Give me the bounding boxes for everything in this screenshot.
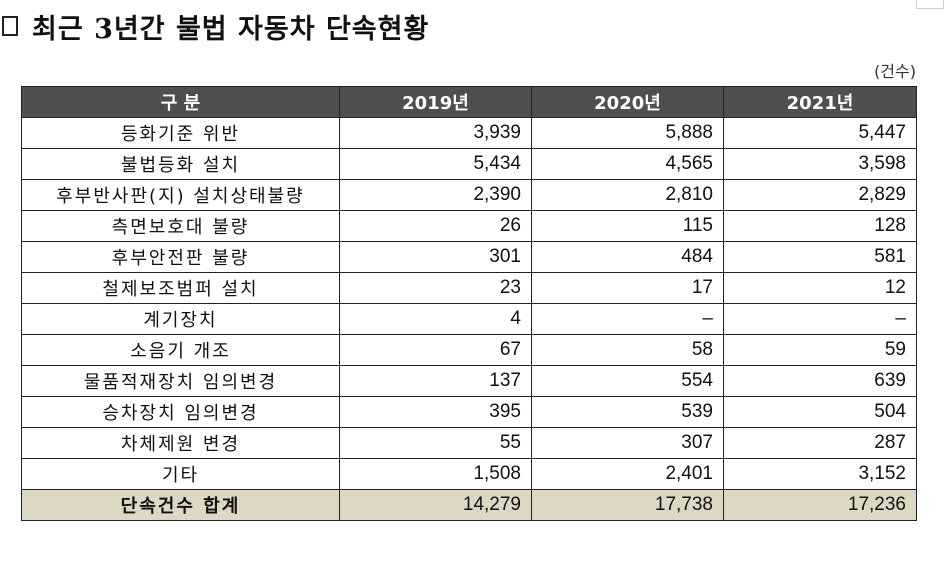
row-2020-cell: 554 bbox=[531, 365, 724, 397]
checkbox-icon bbox=[2, 16, 18, 36]
table-row: 소음기 개조 67 58 59 bbox=[21, 334, 917, 366]
row-2021-cell: – bbox=[723, 303, 917, 335]
table-header: 구 분 2019년 2020년 2021년 bbox=[21, 86, 917, 118]
row-2021-cell: 12 bbox=[723, 272, 917, 304]
row-category-cell: 차체제원 변경 bbox=[21, 427, 340, 459]
row-category-cell: 소음기 개조 bbox=[21, 334, 340, 366]
row-2020-cell: 2,810 bbox=[531, 179, 724, 211]
row-2020-cell: 2,401 bbox=[531, 458, 724, 490]
row-category-cell: 기타 bbox=[21, 458, 340, 490]
page-title: 최근 3년간 불법 자동차 단속현황 bbox=[32, 13, 430, 45]
title-row: 최근 3년간 불법 자동차 단속현황 bbox=[0, 6, 429, 46]
row-2019-cell: 137 bbox=[339, 365, 532, 397]
header-2021: 2021년 bbox=[723, 86, 917, 118]
row-category-cell: 물품적재장치 임의변경 bbox=[21, 365, 340, 397]
table-row: 등화기준 위반 3,939 5,888 5,447 bbox=[21, 117, 917, 149]
table-row: 불법등화 설치 5,434 4,565 3,598 bbox=[21, 148, 917, 180]
row-2021-cell: 128 bbox=[723, 210, 917, 242]
row-category-cell: 철제보조범퍼 설치 bbox=[21, 272, 340, 304]
table-row: 계기장치 4– – bbox=[21, 303, 917, 335]
row-2019-cell: 2,390 bbox=[339, 179, 532, 211]
row-2020-cell: 539 bbox=[531, 396, 724, 428]
total-category-cell: 단속건수 합계 bbox=[21, 489, 340, 521]
row-2021-cell: 287 bbox=[723, 427, 917, 459]
row-2019-cell: 55 bbox=[339, 427, 532, 459]
row-2020-cell: – bbox=[531, 303, 724, 335]
row-2020-cell: 484 bbox=[531, 241, 724, 273]
row-category-cell: 승차장치 임의변경 bbox=[21, 396, 340, 428]
row-2021-cell: 59 bbox=[723, 334, 917, 366]
table-row: 후부안전판 불량 301 484 581 bbox=[21, 241, 917, 273]
row-2021-cell: 504 bbox=[723, 396, 917, 428]
row-2021-cell: 3,152 bbox=[723, 458, 917, 490]
row-2019-cell: 395 bbox=[339, 396, 532, 428]
row-2019-cell: 1,508 bbox=[339, 458, 532, 490]
row-2019-cell: 23 bbox=[339, 272, 532, 304]
table-row: 철제보조범퍼 설치 23 17 12 bbox=[21, 272, 917, 304]
row-2019-cell: 5,434 bbox=[339, 148, 532, 180]
row-2020-cell: 4,565 bbox=[531, 148, 724, 180]
total-row: 단속건수 합계 14,279 17,738 17,236 bbox=[21, 489, 917, 521]
row-2020-cell: 58 bbox=[531, 334, 724, 366]
header-2020: 2020년 bbox=[531, 86, 724, 118]
row-2021-cell: 3,598 bbox=[723, 148, 917, 180]
row-category-cell: 후부안전판 불량 bbox=[21, 241, 340, 273]
unit-label: (건수) bbox=[874, 62, 916, 81]
window-corner bbox=[916, 0, 944, 9]
row-2020-cell: 115 bbox=[531, 210, 724, 242]
header-2019: 2019년 bbox=[339, 86, 532, 118]
row-2021-cell: 5,447 bbox=[723, 117, 917, 149]
enforcement-table: 구 분 2019년 2020년 2021년 등화기준 위반 3,939 5,888 5… bbox=[21, 86, 917, 521]
table-body: 등화기준 위반 3,939 5,888 5,447 불법등화 설치 5,434 4,565 3… bbox=[21, 117, 917, 521]
table-row: 차체제원 변경 55 307 287 bbox=[21, 427, 917, 459]
table-row: 물품적재장치 임의변경 137 554 639 bbox=[21, 365, 917, 397]
row-2021-cell: 2,829 bbox=[723, 179, 917, 211]
total-2021-cell: 17,236 bbox=[723, 489, 917, 521]
row-2021-cell: 581 bbox=[723, 241, 917, 273]
row-2020-cell: 307 bbox=[531, 427, 724, 459]
row-2019-cell: 3,939 bbox=[339, 117, 532, 149]
table-row: 측면보호대 불량 26 115 128 bbox=[21, 210, 917, 242]
row-2021-cell: 639 bbox=[723, 365, 917, 397]
total-2020-cell: 17,738 bbox=[531, 489, 724, 521]
row-category-cell: 측면보호대 불량 bbox=[21, 210, 340, 242]
table-row: 승차장치 임의변경 395 539 504 bbox=[21, 396, 917, 428]
row-2019-cell: 301 bbox=[339, 241, 532, 273]
row-category-cell: 후부반사판(지) 설치상태불량 bbox=[21, 179, 340, 211]
table-row: 후부반사판(지) 설치상태불량 2,390 2,810 2,829 bbox=[21, 179, 917, 211]
row-category-cell: 등화기준 위반 bbox=[21, 117, 340, 149]
row-2020-cell: 5,888 bbox=[531, 117, 724, 149]
row-category-cell: 계기장치 bbox=[21, 303, 340, 335]
table-row: 기타 1,508 2,401 3,152 bbox=[21, 458, 917, 490]
row-2019-cell: 26 bbox=[339, 210, 532, 242]
total-2019-cell: 14,279 bbox=[339, 489, 532, 521]
header-category: 구 분 bbox=[21, 86, 340, 118]
row-2019-cell: 4 bbox=[339, 303, 532, 335]
row-2019-cell: 67 bbox=[339, 334, 532, 366]
row-2020-cell: 17 bbox=[531, 272, 724, 304]
row-category-cell: 불법등화 설치 bbox=[21, 148, 340, 180]
header-row: 구 분 2019년 2020년 2021년 bbox=[21, 86, 917, 118]
